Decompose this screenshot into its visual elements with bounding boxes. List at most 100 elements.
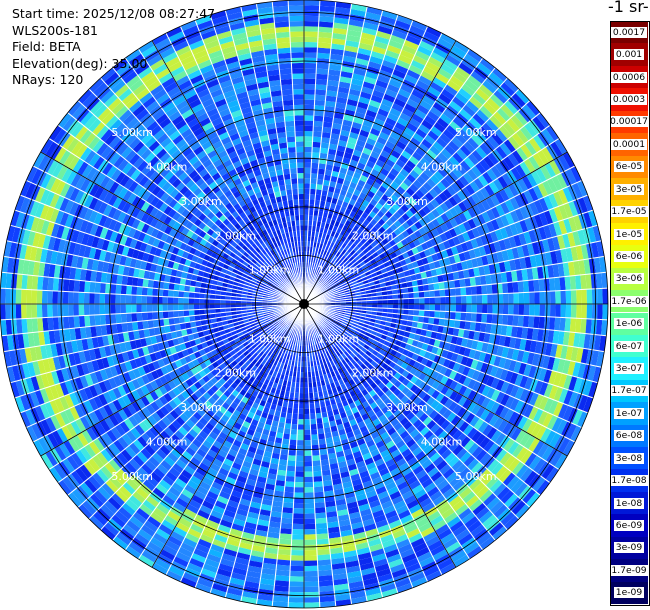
- range-gate-cell: [515, 429, 527, 444]
- range-gate-cell: [406, 424, 417, 435]
- range-gate-cell: [304, 419, 311, 425]
- range-gate-cell: [291, 413, 299, 420]
- range-gate-cell: [587, 365, 597, 382]
- range-gate-cell: [401, 319, 408, 326]
- range-gate-cell: [240, 442, 250, 451]
- range-gate-cell: [198, 462, 210, 472]
- range-gate-cell: [327, 447, 336, 455]
- range-gate-cell: [63, 316, 70, 330]
- range-gate-cell: [181, 488, 194, 500]
- range-gate-cell: [331, 318, 337, 323]
- range-gate-cell: [334, 588, 350, 596]
- range-gate-cell: [392, 471, 404, 482]
- range-gate-cell: [244, 580, 260, 589]
- range-gate-cell: [263, 488, 275, 496]
- range-gate-cell: [83, 292, 90, 304]
- range-gate-cell: [325, 511, 338, 518]
- range-gate-cell: [285, 417, 292, 424]
- range-gate-cell: [147, 287, 153, 296]
- range-gate-cell: [137, 467, 150, 480]
- range-gate-cell: [448, 440, 460, 453]
- range-gate-cell: [240, 493, 253, 502]
- range-gate-cell: [490, 401, 501, 415]
- range-gate-cell: [72, 435, 85, 450]
- range-gate-cell: [518, 362, 527, 376]
- range-gate-cell: [332, 435, 341, 443]
- range-gate-cell: [281, 334, 286, 341]
- range-gate-cell: [111, 354, 120, 366]
- range-gate-cell: [400, 324, 407, 332]
- range-gate-cell: [519, 467, 533, 483]
- range-gate-cell: [68, 353, 77, 367]
- range-gate-cell: [392, 313, 398, 319]
- range-gate-cell: [252, 327, 259, 333]
- range-gate-cell: [277, 554, 291, 561]
- range-gate-cell: [507, 496, 523, 512]
- range-gate-cell: [120, 449, 133, 462]
- range-gate-cell: [380, 534, 395, 544]
- range-gate-cell: [249, 320, 256, 325]
- range-gate-cell: [185, 396, 195, 406]
- range-gate-cell: [355, 542, 370, 551]
- range-gate-cell: [147, 279, 154, 289]
- range-gate-cell: [337, 348, 344, 355]
- range-gate-cell: [276, 325, 282, 330]
- range-gate-cell: [54, 383, 65, 398]
- range-gate-cell: [371, 476, 383, 486]
- range-gate-cell: [472, 502, 487, 516]
- range-gate-cell: [34, 345, 43, 361]
- range-gate-cell: [580, 318, 587, 334]
- range-gate-cell: [66, 455, 80, 471]
- range-gate-cell: [413, 396, 423, 406]
- range-gate-cell: [145, 382, 155, 394]
- range-gate-cell: [373, 356, 381, 364]
- range-gate-cell: [352, 341, 360, 347]
- range-gate-cell: [135, 487, 149, 500]
- range-gate-cell: [259, 466, 270, 474]
- range-gate-cell: [112, 536, 129, 550]
- range-gate-cell: [573, 377, 583, 394]
- range-gate-cell: [16, 363, 26, 380]
- range-gate-cell: [304, 544, 317, 551]
- range-gate-cell: [79, 415, 91, 430]
- range-gate-cell: [426, 344, 434, 353]
- range-gate-cell: [321, 411, 328, 418]
- range-gate-cell: [332, 483, 344, 491]
- range-gate-cell: [349, 418, 358, 427]
- range-gate-cell: [312, 455, 321, 461]
- range-gate-cell: [139, 355, 148, 366]
- range-gate-cell: [268, 521, 281, 529]
- range-gate-cell: [503, 515, 519, 530]
- range-gate-cell: [253, 453, 264, 461]
- range-gate-cell: [433, 339, 441, 348]
- range-gate-cell: [244, 373, 252, 381]
- range-gate-cell: [97, 486, 112, 501]
- range-gate-cell: [564, 317, 571, 332]
- range-gate-cell: [369, 353, 377, 361]
- range-gate-cell: [438, 356, 446, 366]
- range-gate-cell: [137, 321, 144, 331]
- range-gate-cell: [292, 523, 304, 530]
- range-gate-cell: [304, 413, 310, 420]
- range-gate-cell: [337, 460, 348, 469]
- range-gate-cell: [316, 348, 321, 355]
- range-gate-cell: [430, 361, 439, 371]
- range-gate-cell: [245, 353, 253, 360]
- range-gate-cell: [346, 367, 354, 375]
- range-gate-cell: [288, 450, 297, 456]
- range-gate-cell: [278, 356, 284, 363]
- range-gate-cell: [196, 509, 211, 520]
- range-gate-cell: [89, 315, 96, 327]
- range-gate-cell: [59, 381, 70, 396]
- range-gate-cell: [347, 436, 357, 444]
- range-gate-cell: [242, 341, 249, 348]
- range-gate-cell: [178, 517, 193, 529]
- range-gate-cell: [118, 485, 133, 499]
- range-gate-cell: [278, 326, 283, 332]
- range-gate-cell: [193, 490, 207, 501]
- range-gate-cell: [275, 331, 281, 337]
- range-gate-cell: [444, 387, 454, 399]
- range-gate-cell: [472, 481, 486, 495]
- range-gate-cell: [319, 595, 336, 603]
- range-gate-cell: [167, 535, 183, 547]
